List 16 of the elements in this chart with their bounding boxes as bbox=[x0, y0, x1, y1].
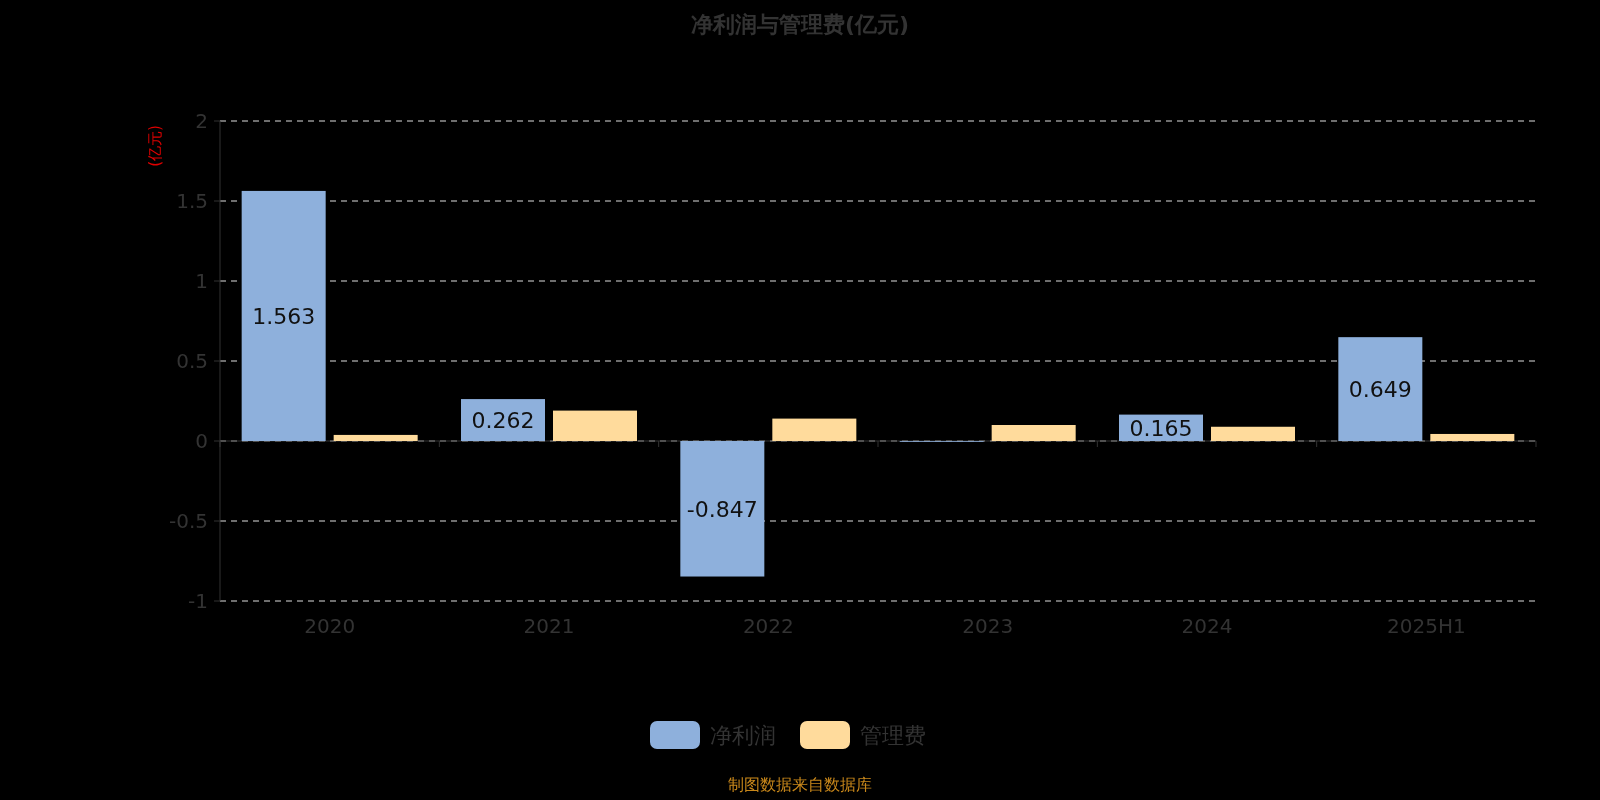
data-label: 1.563 bbox=[252, 303, 316, 329]
y-axis-title: (亿元) bbox=[146, 125, 164, 167]
bar bbox=[1430, 433, 1515, 441]
bar bbox=[680, 441, 765, 577]
bar bbox=[553, 410, 637, 441]
text: 制图数据来自数据库 bbox=[728, 775, 872, 794]
bar bbox=[772, 418, 857, 441]
bar bbox=[991, 425, 1076, 441]
data-label: 0.165 bbox=[1129, 415, 1193, 441]
data-label: 0.262 bbox=[471, 408, 535, 434]
data-label: -0.847 bbox=[686, 496, 758, 522]
bar bbox=[1338, 337, 1423, 441]
data-label: 0.649 bbox=[1348, 377, 1412, 403]
bar bbox=[333, 434, 418, 441]
bar bbox=[241, 190, 326, 441]
bar bbox=[1211, 426, 1295, 441]
